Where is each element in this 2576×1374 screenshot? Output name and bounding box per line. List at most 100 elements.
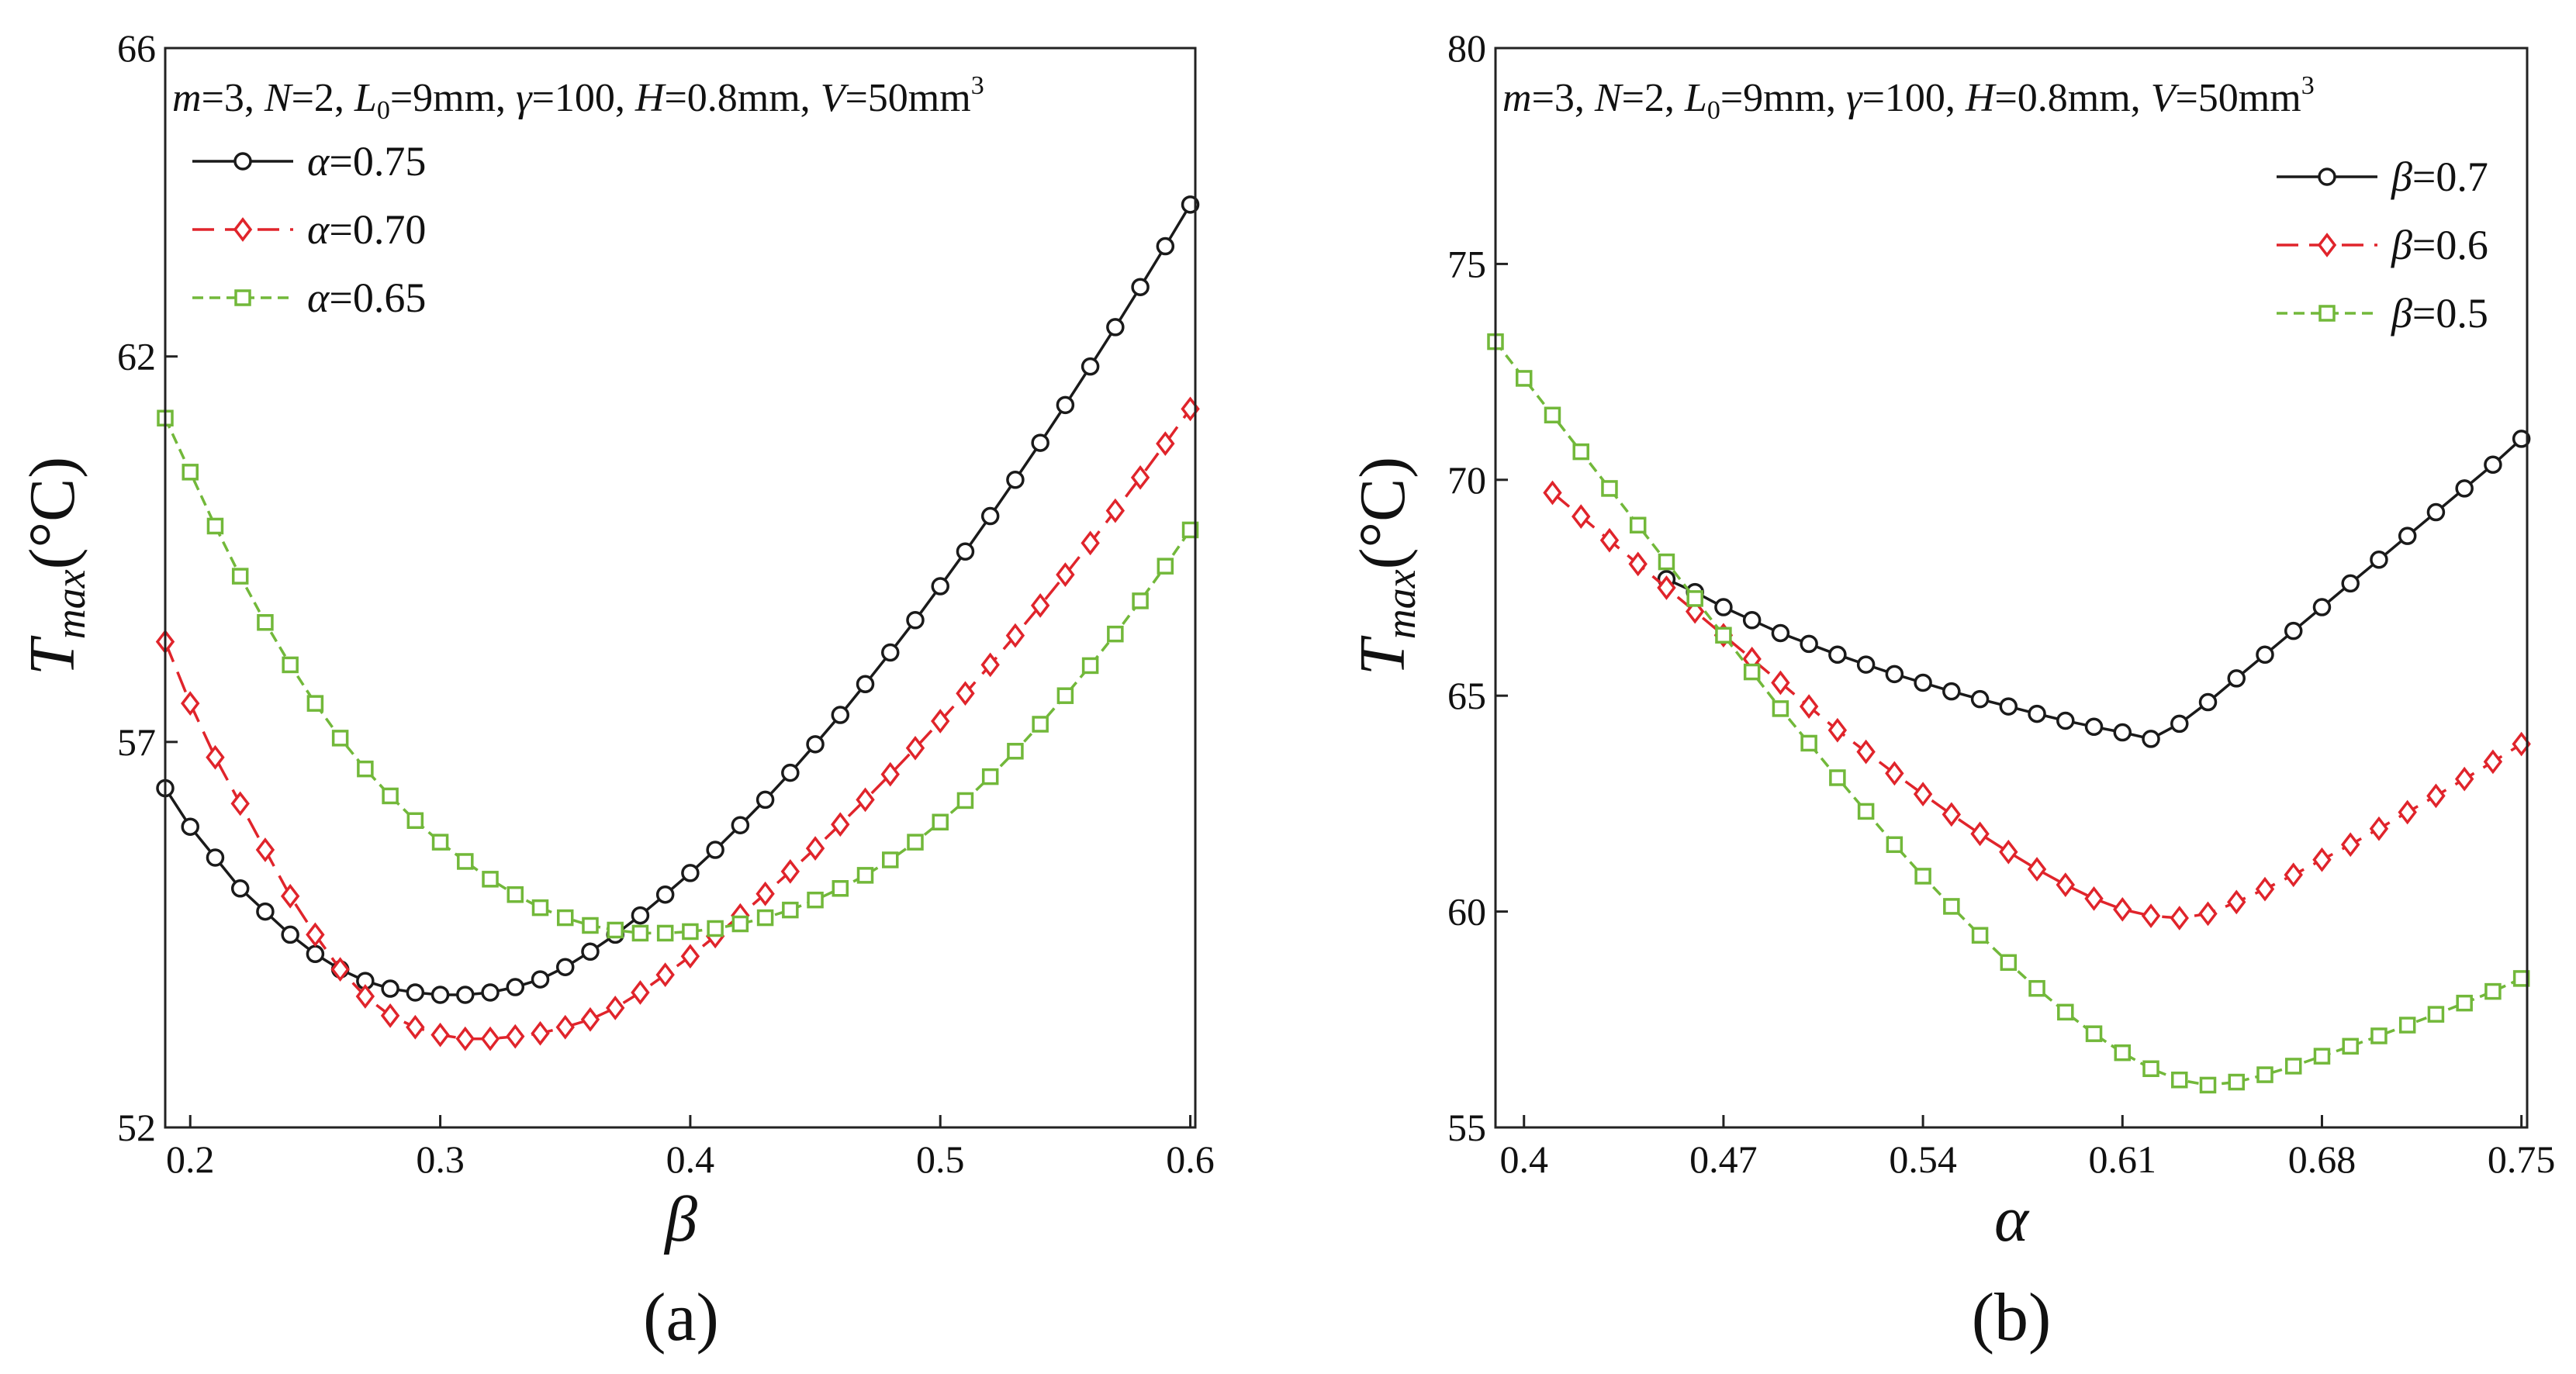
- x-tick-label: 0.2: [166, 1138, 215, 1181]
- data-point: [856, 787, 875, 813]
- data-point: [2028, 704, 2046, 723]
- data-point: [1572, 504, 1591, 529]
- data-point: [1742, 611, 1762, 630]
- legend-label: α=0.75: [307, 138, 426, 185]
- data-point: [2198, 901, 2218, 927]
- data-point: [682, 923, 699, 941]
- data-point: [2398, 526, 2417, 545]
- data-point: [281, 925, 299, 944]
- data-point: [731, 816, 750, 834]
- data-point: [1132, 592, 1149, 609]
- data-point: [255, 837, 275, 862]
- data-point: [1056, 395, 1075, 415]
- data-point: [1572, 443, 1589, 461]
- data-point: [2512, 430, 2531, 448]
- data-point: [1856, 739, 1876, 765]
- data-point: [1081, 530, 1100, 556]
- data-point: [1657, 575, 1676, 600]
- data-point: [2114, 1044, 2132, 1062]
- data-point: [1856, 655, 1876, 674]
- data-point: [2426, 783, 2446, 809]
- data-point: [756, 790, 775, 810]
- panel-a-condition-text: m=3, N=2, L0=9mm, γ=100, H=0.8mm, V=50mm…: [172, 71, 984, 125]
- data-point: [756, 881, 775, 906]
- data-point: [357, 760, 374, 778]
- x-tick-label: 0.47: [1689, 1138, 1758, 1181]
- data-point: [381, 979, 399, 998]
- data-point: [2284, 1058, 2302, 1075]
- data-point: [1106, 318, 1125, 337]
- panel-b-x-axis-label: α: [1994, 1183, 2030, 1255]
- data-point: [2454, 766, 2474, 792]
- legend-item: α=0.75: [192, 138, 426, 185]
- data-point: [555, 958, 575, 976]
- data-point: [905, 735, 925, 761]
- y-tick-label: 55: [1447, 1106, 1486, 1149]
- data-point: [805, 836, 825, 861]
- data-point: [581, 942, 600, 961]
- x-tick-label: 0.61: [2089, 1138, 2157, 1181]
- data-point: [981, 768, 999, 785]
- data-point: [956, 681, 975, 706]
- data-point: [1942, 682, 1961, 701]
- data-point: [230, 879, 250, 898]
- legend-marker: [233, 152, 252, 171]
- data-point: [582, 917, 599, 934]
- data-point: [531, 970, 550, 989]
- legend-item: β=0.6: [2277, 222, 2488, 268]
- y-tick-label: 62: [117, 335, 156, 378]
- legend-label: α=0.65: [307, 274, 426, 321]
- data-point: [181, 691, 200, 716]
- data-point: [655, 885, 675, 904]
- data-point: [1107, 625, 1124, 643]
- data-point: [2084, 717, 2104, 737]
- data-point: [2341, 574, 2360, 593]
- data-point: [1030, 592, 1050, 618]
- data-point: [2256, 1066, 2273, 1083]
- data-point: [555, 1014, 575, 1040]
- data-point: [431, 834, 449, 851]
- data-point: [980, 506, 1000, 526]
- data-point: [681, 864, 700, 882]
- data-point: [1999, 697, 2018, 716]
- data-point: [1032, 716, 1049, 733]
- y-tick-label: 80: [1447, 26, 1486, 70]
- data-point: [206, 744, 225, 770]
- x-tick-label: 0.4: [1499, 1138, 1548, 1181]
- data-point: [1105, 498, 1125, 523]
- data-point: [507, 886, 524, 903]
- data-point: [2028, 979, 2045, 997]
- data-point: [2426, 502, 2446, 522]
- data-point: [1885, 665, 1904, 684]
- data-point: [506, 978, 525, 996]
- data-point: [2142, 1060, 2159, 1078]
- data-point: [880, 761, 900, 787]
- legend-label: β=0.6: [2391, 222, 2488, 268]
- data-point: [2398, 799, 2417, 825]
- data-point: [355, 984, 375, 1009]
- data-point: [631, 924, 649, 942]
- series-circle: [1657, 430, 2531, 748]
- panel-b-legend: β=0.7 β=0.6 β=0.5: [2277, 154, 2488, 337]
- data-point: [1800, 634, 1818, 654]
- data-point: [206, 517, 224, 535]
- legend-label: α=0.70: [307, 206, 426, 253]
- data-point: [956, 792, 974, 810]
- data-point: [2228, 1073, 2245, 1091]
- data-point: [1829, 769, 1846, 786]
- series-line: [164, 417, 1192, 935]
- data-point: [1181, 521, 1199, 539]
- data-point: [2341, 832, 2360, 858]
- data-point: [1999, 839, 2018, 865]
- data-point: [2085, 1025, 2103, 1042]
- data-point: [456, 986, 475, 1004]
- data-point: [331, 730, 349, 747]
- data-point: [856, 675, 875, 694]
- legend-marker: [234, 289, 251, 306]
- data-point: [1970, 821, 1990, 847]
- data-point: [656, 924, 674, 942]
- data-point: [782, 901, 799, 919]
- data-point: [1857, 803, 1875, 820]
- legend-item: α=0.70: [192, 206, 426, 253]
